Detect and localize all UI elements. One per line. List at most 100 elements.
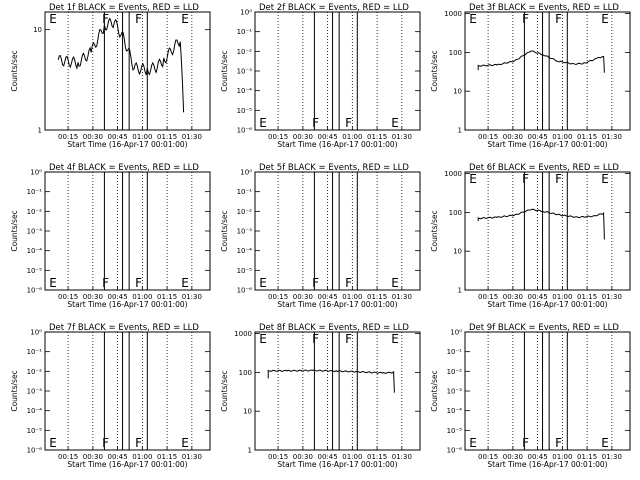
y-tick-label: 1	[458, 287, 462, 295]
event-marker-label: F	[345, 332, 352, 346]
chart-panel: Det 6f BLACK = Events, RED = LLD 00:15 00:…	[430, 163, 631, 309]
chart-panel: Det 4f BLACK = Events, RED = LLD 00:15 00:…	[10, 163, 211, 309]
y-tick-label: 10⁻⁶	[237, 287, 253, 295]
y-tick-label: 10⁻³	[447, 388, 463, 396]
y-tick-label: 1	[38, 127, 42, 135]
x-tick-label: 00:45	[528, 133, 548, 141]
event-marker-label: F	[102, 12, 109, 26]
y-tick-label: 10⁰	[240, 9, 252, 17]
x-tick-label: 00:15	[268, 293, 288, 301]
x-tick-label: 01:00	[342, 293, 362, 301]
x-tick-label: 01:15	[577, 293, 597, 301]
event-marker-label: E	[469, 436, 477, 450]
y-tick-label: 10⁻²	[27, 368, 43, 376]
y-tick-label: 10⁻⁴	[27, 407, 43, 415]
x-axis-label: Start Time (16-Apr-17 00:01:00)	[487, 300, 607, 309]
y-tick-label: 10⁻⁶	[237, 127, 253, 135]
y-tick-label: 1000	[444, 10, 462, 18]
chart-panel: Det 8f BLACK = Events, RED = LLD 00:15 00:…	[220, 323, 421, 469]
y-tick-label: 10⁻²	[447, 368, 463, 376]
y-tick-label: 10⁻⁴	[27, 247, 43, 255]
x-tick-label: 01:00	[552, 133, 572, 141]
x-tick-label: 01:30	[182, 453, 202, 461]
x-tick-label: 00:30	[293, 133, 313, 141]
x-tick-label: 00:30	[293, 453, 313, 461]
event-marker-label: F	[522, 436, 529, 450]
plot-frame	[254, 331, 421, 451]
event-marker-label: E	[469, 12, 477, 26]
x-tick-label: 01:15	[157, 453, 177, 461]
y-tick-label: 10⁰	[30, 169, 42, 177]
chart-panel: Det 1f BLACK = Events, RED = LLD 00:15 00:…	[10, 3, 211, 149]
x-tick-label: 00:30	[83, 453, 103, 461]
event-marker-label: F	[345, 116, 352, 130]
x-tick-label: 00:45	[318, 133, 338, 141]
chart-panel: Det 5f BLACK = Events, RED = LLD 00:15 00:…	[220, 163, 421, 309]
y-tick-label: 10⁻⁶	[27, 287, 43, 295]
x-tick-label: 00:15	[478, 133, 498, 141]
y-tick-label: 100	[239, 369, 252, 377]
y-axis-label: Counts/sec	[220, 210, 229, 251]
y-tick-label: 1000	[444, 170, 462, 178]
x-tick-label: 01:15	[577, 453, 597, 461]
y-tick-label: 10	[453, 88, 462, 96]
y-tick-label: 10⁰	[30, 329, 42, 337]
x-tick-label: 00:15	[478, 453, 498, 461]
event-marker-label: F	[522, 12, 529, 26]
x-tick-label: 01:15	[367, 453, 387, 461]
event-marker-label: E	[181, 436, 189, 450]
y-tick-label: 10⁻⁵	[237, 267, 253, 275]
x-tick-label: 00:30	[83, 133, 103, 141]
y-tick-label: 10⁻³	[27, 228, 43, 236]
x-tick-label: 01:30	[182, 133, 202, 141]
y-axis-label: Counts/sec	[10, 50, 19, 91]
x-axis-label: Start Time (16-Apr-17 00:01:00)	[277, 140, 397, 149]
y-axis-label: Counts/sec	[220, 370, 229, 411]
x-axis-label: Start Time (16-Apr-17 00:01:00)	[67, 460, 187, 469]
chart-title: Det 4f BLACK = Events, RED = LLD	[49, 163, 199, 173]
x-tick-label: 01:30	[392, 133, 412, 141]
x-axis-label: Start Time (16-Apr-17 00:01:00)	[67, 300, 187, 309]
y-tick-label: 10⁻¹	[27, 348, 43, 356]
event-marker-label: F	[312, 332, 319, 346]
x-tick-label: 00:15	[268, 453, 288, 461]
y-tick-label: 10⁻⁵	[27, 427, 43, 435]
event-marker-label: E	[181, 276, 189, 290]
plot-frame	[44, 11, 211, 131]
event-marker-label: E	[391, 332, 399, 346]
y-tick-label: 10⁰	[450, 329, 462, 337]
event-marker-label: E	[181, 12, 189, 26]
event-marker-label: E	[49, 436, 57, 450]
y-tick-label: 10⁻⁵	[237, 107, 253, 115]
series-line	[267, 369, 395, 393]
event-marker-label: F	[135, 436, 142, 450]
y-tick-label: 100	[449, 49, 462, 57]
event-marker-label: E	[601, 172, 609, 186]
x-tick-label: 01:00	[552, 293, 572, 301]
x-tick-label: 00:45	[108, 453, 128, 461]
x-tick-label: 01:30	[602, 453, 622, 461]
event-marker-label: E	[391, 276, 399, 290]
event-marker-label: F	[135, 12, 142, 26]
x-tick-label: 00:30	[503, 453, 523, 461]
chart-title: Det 2f BLACK = Events, RED = LLD	[259, 3, 409, 13]
event-marker-label: E	[259, 332, 267, 346]
y-tick-label: 10⁻⁴	[447, 407, 463, 415]
x-tick-label: 00:45	[528, 293, 548, 301]
x-tick-label: 01:30	[392, 293, 412, 301]
x-axis-label: Start Time (16-Apr-17 00:01:00)	[277, 300, 397, 309]
x-tick-label: 01:30	[602, 293, 622, 301]
event-marker-label: E	[601, 12, 609, 26]
y-axis-label: Counts/sec	[220, 50, 229, 91]
plot-frame	[464, 11, 631, 131]
chart-panel: Det 2f BLACK = Events, RED = LLD 00:15 00:…	[220, 3, 421, 149]
y-tick-label: 10⁻³	[237, 228, 253, 236]
chart-panel: Det 7f BLACK = Events, RED = LLD 00:15 00:…	[10, 323, 211, 469]
event-marker-label: E	[469, 172, 477, 186]
event-marker-label: F	[312, 276, 319, 290]
event-marker-label: E	[49, 12, 57, 26]
chart-title: Det 6f BLACK = Events, RED = LLD	[469, 163, 619, 173]
x-tick-label: 01:30	[602, 133, 622, 141]
y-tick-label: 10	[453, 248, 462, 256]
event-marker-label: F	[135, 276, 142, 290]
